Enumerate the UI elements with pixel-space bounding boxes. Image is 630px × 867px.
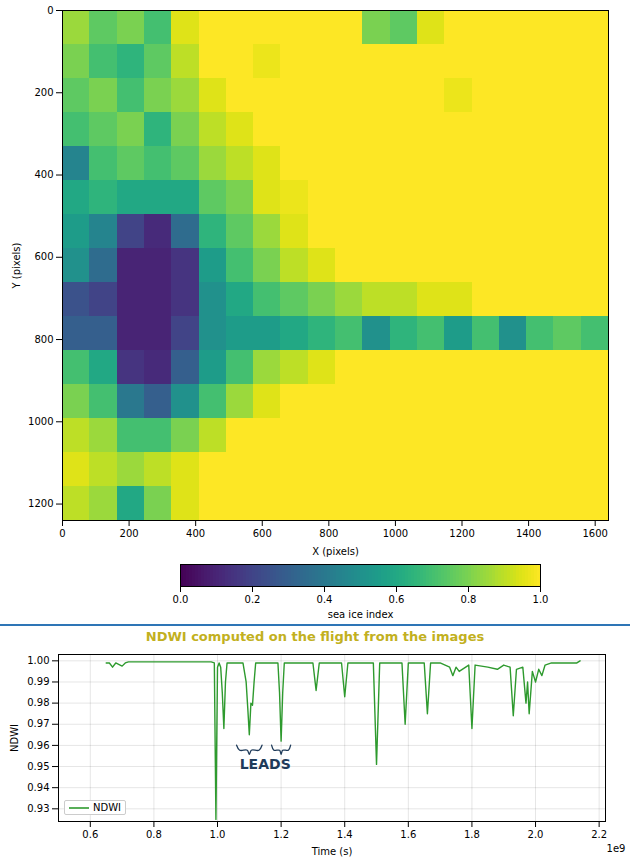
svg-text:1600: 1600: [582, 528, 607, 539]
svg-text:sea ice index: sea ice index: [328, 609, 394, 620]
html-text:NDWI: NDWI: [93, 802, 121, 813]
svg-text:400: 400: [186, 528, 205, 539]
svg-text:600: 600: [34, 251, 53, 262]
svg-text:1000: 1000: [383, 528, 408, 539]
svg-text:1200: 1200: [28, 498, 53, 509]
svg-text:0.4: 0.4: [317, 594, 333, 605]
svg-text:1400: 1400: [516, 528, 541, 539]
svg-text:0.97: 0.97: [27, 718, 49, 729]
svg-text:0.8: 0.8: [461, 594, 477, 605]
svg-text:1.0: 1.0: [533, 594, 549, 605]
svg-text:NDWI: NDWI: [9, 724, 20, 752]
svg-text:0.95: 0.95: [27, 761, 49, 772]
svg-text:1.2: 1.2: [273, 829, 289, 840]
svg-text:1000: 1000: [28, 416, 53, 427]
svg-text:600: 600: [253, 528, 272, 539]
svg-text:800: 800: [319, 528, 338, 539]
svg-text:0: 0: [47, 5, 53, 16]
svg-text:200: 200: [120, 528, 139, 539]
svg-text:1e9: 1e9: [607, 843, 626, 854]
svg-text:1.8: 1.8: [464, 829, 480, 840]
svg-text:0.99: 0.99: [27, 676, 49, 687]
svg-text:800: 800: [34, 334, 53, 345]
svg-text:LEADS: LEADS: [240, 756, 291, 772]
svg-text:0.96: 0.96: [27, 740, 49, 751]
svg-text:0.6: 0.6: [389, 594, 405, 605]
svg-text:2.0: 2.0: [528, 829, 544, 840]
svg-text:Time (s): Time (s): [311, 846, 353, 857]
html-text:NDWI computed on the flight fr: NDWI computed on the flight from the ima…: [145, 629, 485, 644]
svg-text:1.6: 1.6: [400, 829, 416, 840]
svg-text:0.94: 0.94: [27, 782, 49, 793]
svg-text:0.8: 0.8: [146, 829, 162, 840]
svg-text:0: 0: [59, 528, 65, 539]
svg-text:1.4: 1.4: [337, 829, 353, 840]
svg-text:X (pixels): X (pixels): [312, 546, 359, 557]
svg-text:400: 400: [34, 169, 53, 180]
svg-text:1.00: 1.00: [27, 655, 49, 666]
svg-text:0.2: 0.2: [245, 594, 261, 605]
svg-text:Y (pixels): Y (pixels): [11, 242, 22, 289]
svg-text:1200: 1200: [449, 528, 474, 539]
svg-text:0.6: 0.6: [82, 829, 98, 840]
svg-text:0.93: 0.93: [27, 803, 49, 814]
svg-text:0.98: 0.98: [27, 697, 49, 708]
svg-text:200: 200: [34, 87, 53, 98]
svg-text:0.0: 0.0: [173, 594, 189, 605]
svg-text:1.0: 1.0: [210, 829, 226, 840]
svg-text:2.2: 2.2: [591, 829, 607, 840]
